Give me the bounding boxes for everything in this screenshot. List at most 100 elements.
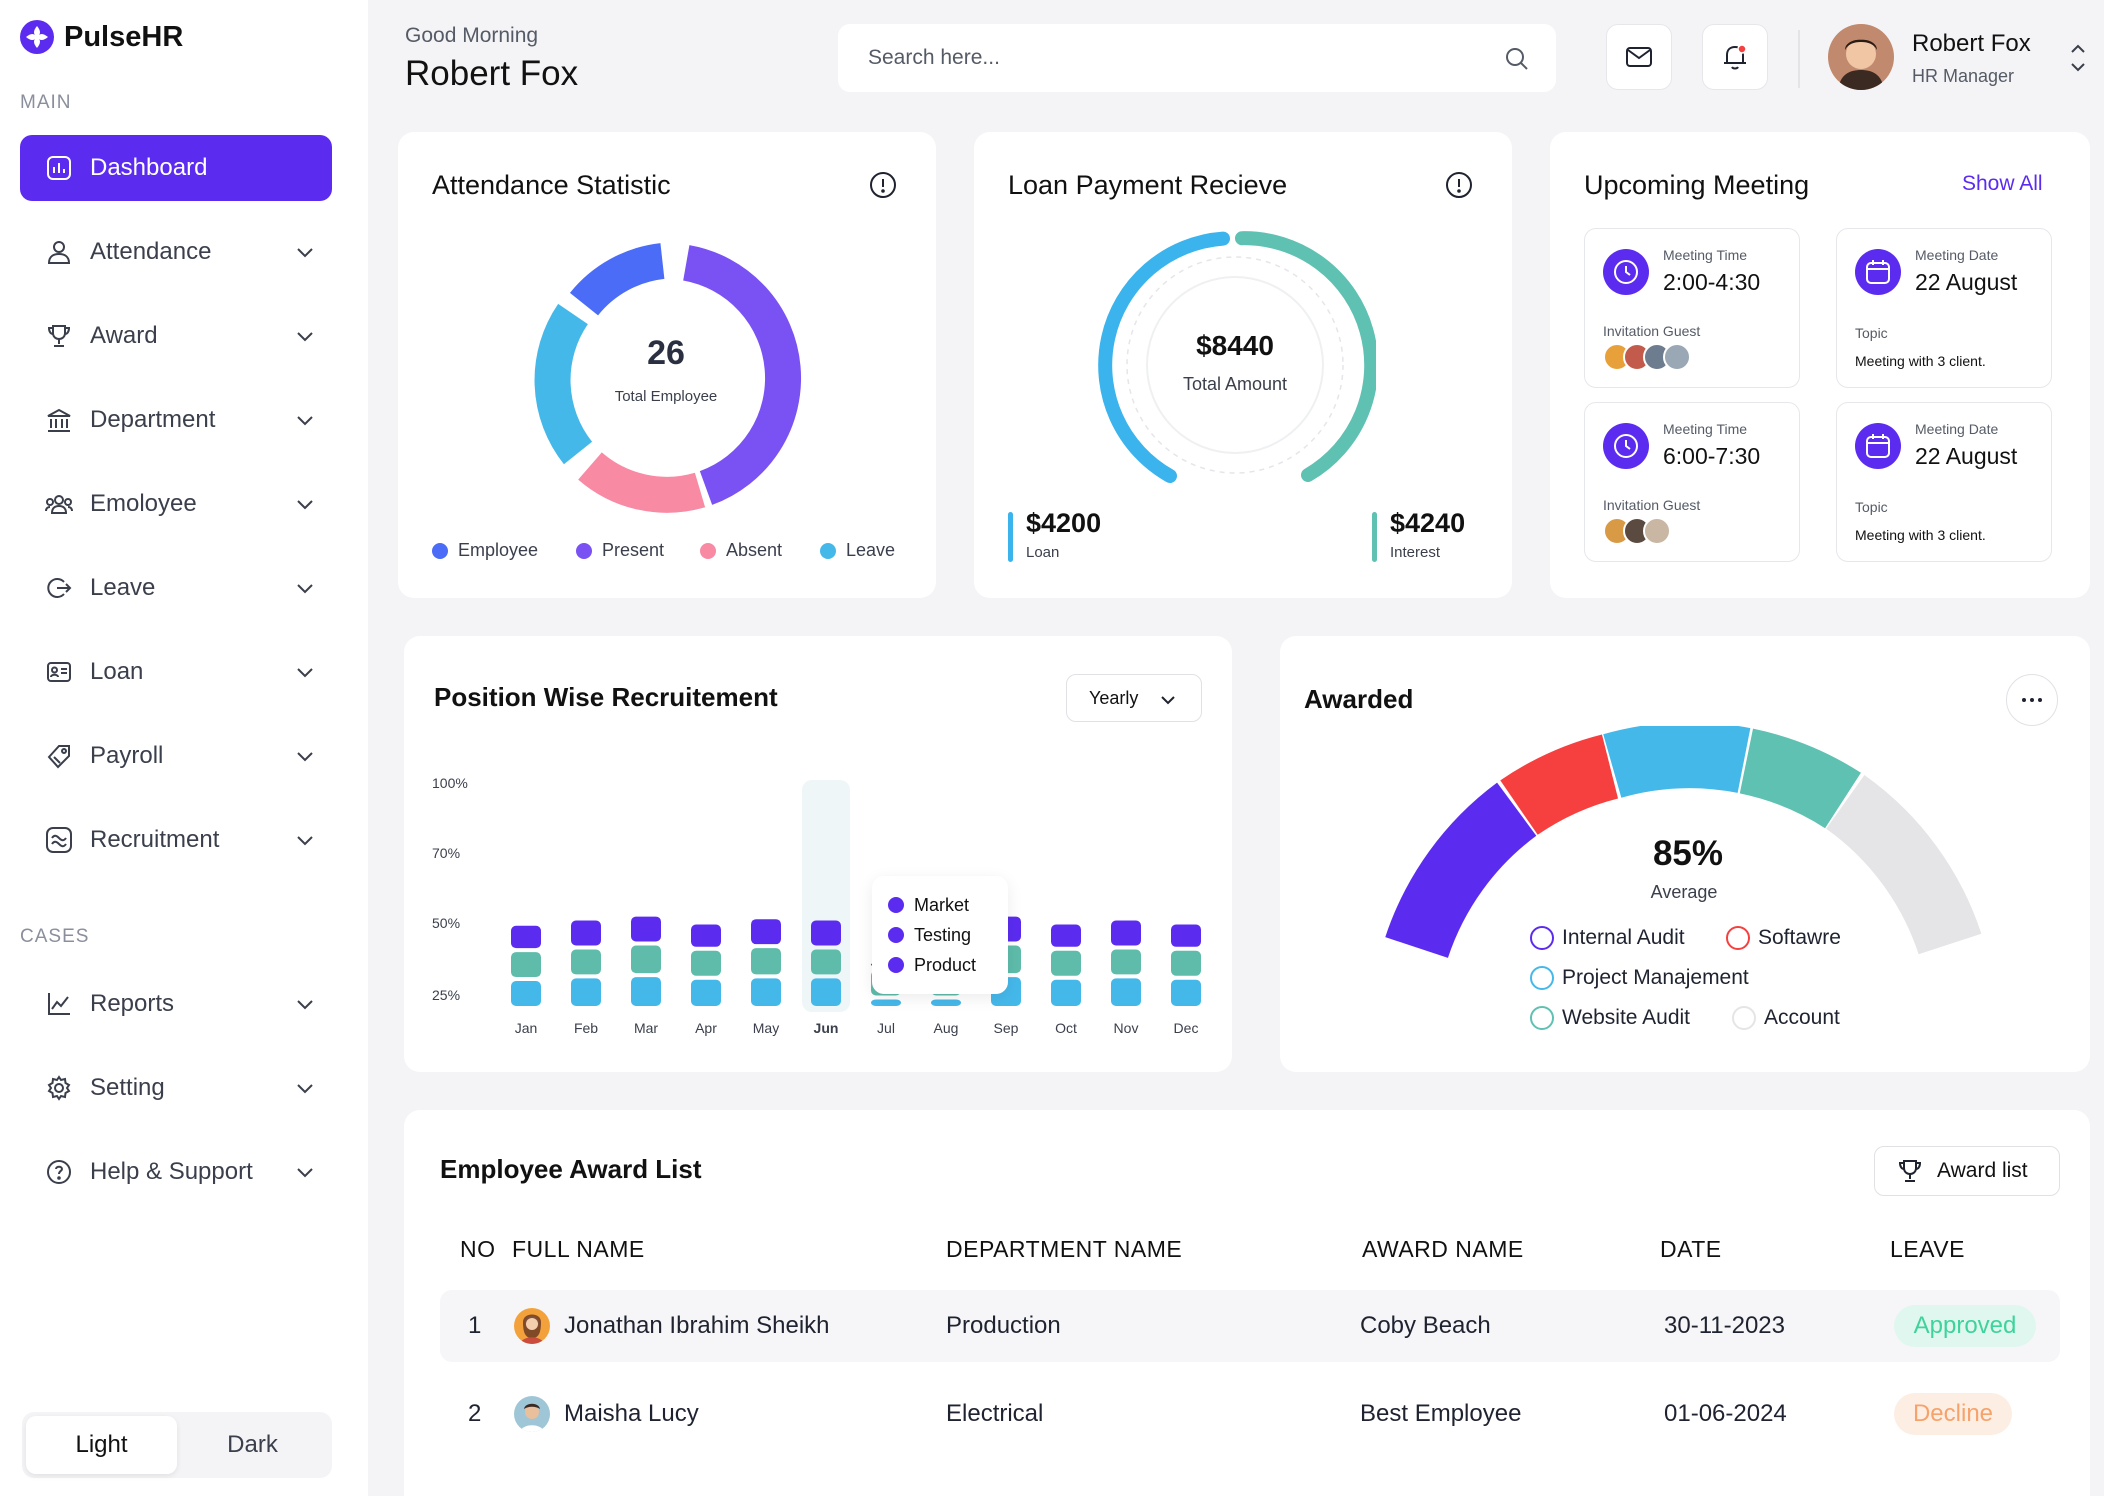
yearly-dropdown[interactable]: Yearly (1066, 674, 1202, 722)
logout-icon (44, 573, 74, 603)
sidebar-item-loan[interactable]: Loan (20, 639, 332, 705)
award-list-button[interactable]: Award list (1874, 1146, 2060, 1196)
chart-icon (44, 989, 74, 1019)
donut-segment-employee (569, 243, 665, 316)
sidebar-item-leave[interactable]: Leave (20, 555, 332, 621)
bar-mar-series-0 (631, 977, 661, 1006)
theme-light-button[interactable]: Light (26, 1416, 177, 1474)
bar-dec-series-2 (1171, 924, 1201, 947)
tooltip-item: Testing (888, 920, 1008, 950)
search-input[interactable]: Search here... (868, 46, 1000, 69)
sidebar-item-award[interactable]: Award (20, 303, 332, 369)
tag-icon (44, 741, 74, 771)
donut-segment-absent (578, 452, 706, 513)
bar-feb-series-1 (571, 949, 601, 975)
status-badge-decline: Decline (1894, 1393, 2012, 1435)
bar-apr-series-1 (691, 950, 721, 976)
user-icon (44, 237, 74, 267)
more-button[interactable] (2006, 674, 2058, 726)
bar-oct-series-0 (1051, 979, 1081, 1006)
yearly-label: Yearly (1089, 687, 1139, 708)
tooltip-item: Market (888, 890, 1008, 920)
awarded-percent-label: Average (1650, 882, 1718, 902)
sidebar-item-dashboard[interactable]: Dashboard (20, 135, 332, 201)
meeting-topic: Meeting with 3 client. (1855, 353, 1986, 369)
avatar (1643, 517, 1671, 545)
meeting-topic: Meeting with 3 client. (1855, 527, 1986, 543)
info-icon[interactable] (868, 170, 898, 200)
search-bar[interactable]: Search here... (838, 24, 1556, 92)
awarded-gauge (1385, 726, 1982, 959)
row-award: Best Employee (1360, 1400, 1522, 1427)
chevron-down-icon (297, 332, 313, 342)
logo[interactable]: PulseHR (20, 20, 183, 54)
bar-jun-series-0 (811, 978, 841, 1006)
legend-employee: Employee (432, 540, 538, 561)
notification-button[interactable] (1702, 24, 1768, 90)
avatar[interactable] (1828, 24, 1894, 90)
sidebar-item-label: Recruitment (90, 826, 220, 853)
building-icon (44, 405, 74, 435)
chevron-updown-icon[interactable] (2068, 40, 2088, 76)
chevron-down-icon (297, 752, 313, 762)
legend-website-audit: Website Audit (1530, 1006, 1690, 1030)
x-tick-label: Jan (515, 1020, 538, 1036)
gauge-segment-interest (1235, 231, 1376, 482)
gauge-segment-internal-audit (1385, 782, 1537, 959)
chevron-down-icon (297, 248, 313, 258)
clock-icon (1603, 423, 1649, 469)
meeting-value: 2:00-4:30 (1663, 269, 1761, 295)
recruitment-icon (44, 825, 74, 855)
chevron-down-icon (297, 1168, 313, 1178)
sidebar-item-department[interactable]: Department (20, 387, 332, 453)
chevron-down-icon (297, 1000, 313, 1010)
bar-nov-series-0 (1111, 978, 1141, 1006)
x-tick-label: Oct (1055, 1020, 1077, 1036)
table-row[interactable] (440, 1378, 2060, 1450)
sidebar-item-employee[interactable]: Emoloyee (20, 471, 332, 537)
sidebar-item-help-support[interactable]: Help & Support (20, 1139, 332, 1205)
meeting-sub: Topic (1855, 325, 1888, 341)
sidebar-item-label: Reports (90, 990, 175, 1017)
sidebar-item-recruitment[interactable]: Recruitment (20, 807, 332, 873)
meeting-item[interactable]: Meeting Date 22 August Topic Meeting wit… (1836, 402, 2052, 562)
total-employee-label: Total Employee (614, 388, 718, 405)
x-tick-label: Feb (574, 1020, 598, 1036)
gear-icon (44, 1073, 74, 1103)
sidebar-item-payroll[interactable]: Payroll (20, 723, 332, 789)
y-tick-label: 100% (432, 775, 468, 791)
y-tick-label: 25% (432, 987, 460, 1003)
row-date: 01-06-2024 (1664, 1400, 1787, 1427)
meeting-item[interactable]: Meeting Time 6:00-7:30 Invitation Guest (1584, 402, 1800, 562)
table-row[interactable] (440, 1290, 2060, 1362)
sidebar-item-label: Dashboard (90, 154, 208, 181)
theme-dark-button[interactable]: Dark (227, 1431, 278, 1458)
info-icon[interactable] (1444, 170, 1474, 200)
trophy-icon (44, 321, 74, 351)
greeting-name: Robert Fox (405, 54, 579, 93)
sidebar-item-reports[interactable]: Reports (20, 971, 332, 1037)
y-tick-label: 50% (432, 915, 460, 931)
meeting-label: Meeting Time (1663, 421, 1748, 437)
bar-nov-series-1 (1111, 949, 1141, 975)
bar-apr-series-2 (691, 924, 721, 947)
id-card-icon (44, 657, 74, 687)
clock-icon (1603, 249, 1649, 295)
header-divider (1798, 30, 1800, 88)
meeting-value: 22 August (1915, 269, 2018, 295)
legend-leave: Leave (820, 540, 895, 561)
sidebar-item-setting[interactable]: Setting (20, 1055, 332, 1121)
recruitment-bar-chart: 100% 70% 50% 25% Jan Feb Mar Apr May Jun Jul Aug Sep… (432, 775, 1201, 1036)
meeting-item[interactable]: Meeting Time 2:00-4:30 Invitation Guest (1584, 228, 1800, 388)
sidebar-item-attendance[interactable]: Attendance (20, 219, 332, 285)
search-icon[interactable] (1504, 46, 1530, 72)
bar-feb-series-0 (571, 978, 601, 1006)
meeting-item[interactable]: Meeting Date 22 August Topic Meeting wit… (1836, 228, 2052, 388)
x-tick-label: Sep (994, 1020, 1019, 1036)
tooltip-item: Product (888, 950, 1008, 980)
sidebar-item-label: Emoloyee (90, 490, 197, 517)
meeting-title: Upcoming Meeting (1584, 170, 1810, 200)
show-all-link[interactable]: Show All (1962, 172, 2043, 195)
mail-button[interactable] (1606, 24, 1672, 90)
legend-project-management: Project Manajement (1530, 966, 1749, 990)
